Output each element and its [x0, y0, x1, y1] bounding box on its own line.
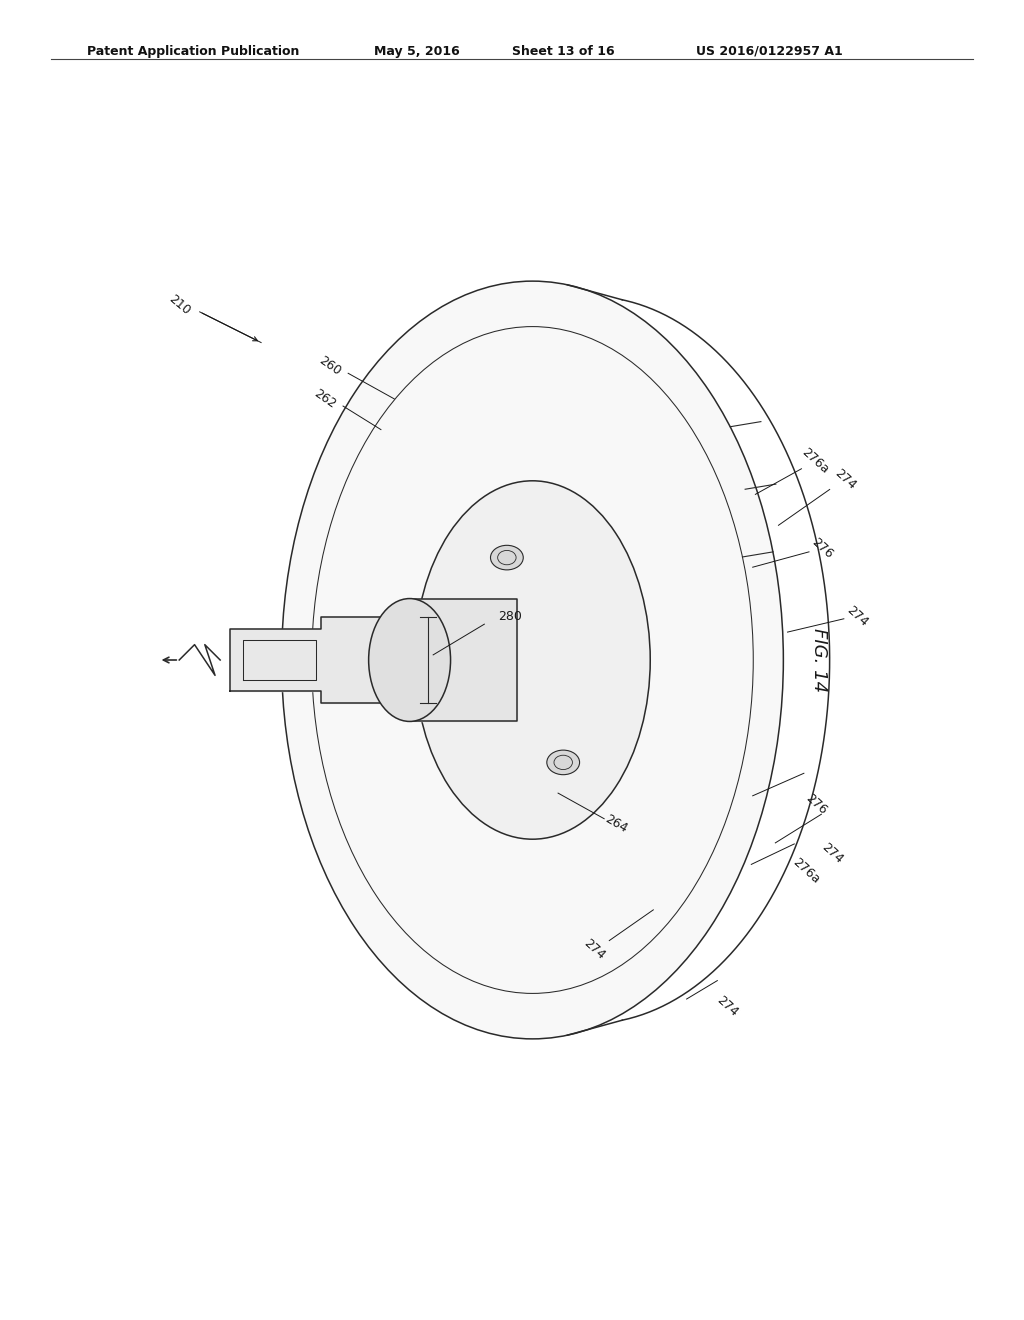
- Text: 264: 264: [603, 812, 630, 836]
- Ellipse shape: [369, 598, 451, 722]
- Text: 262: 262: [311, 387, 338, 411]
- Text: May 5, 2016: May 5, 2016: [374, 45, 460, 58]
- Text: FIG. 14: FIG. 14: [810, 628, 828, 692]
- Text: Sheet 13 of 16: Sheet 13 of 16: [512, 45, 614, 58]
- Text: 274: 274: [819, 841, 846, 866]
- Ellipse shape: [415, 480, 650, 840]
- Text: 274: 274: [581, 937, 607, 962]
- Text: US 2016/0122957 A1: US 2016/0122957 A1: [696, 45, 843, 58]
- Polygon shape: [230, 616, 420, 704]
- Text: Patent Application Publication: Patent Application Publication: [87, 45, 299, 58]
- Text: 210: 210: [166, 292, 193, 317]
- Text: 280: 280: [498, 610, 521, 623]
- Text: 276: 276: [809, 536, 836, 561]
- Text: 274: 274: [715, 994, 740, 1019]
- Polygon shape: [410, 598, 517, 722]
- Text: 276a: 276a: [799, 445, 830, 477]
- Text: 260: 260: [316, 354, 343, 379]
- Ellipse shape: [490, 545, 523, 570]
- Text: 276: 276: [803, 791, 829, 817]
- Text: 274: 274: [831, 466, 858, 492]
- Ellipse shape: [282, 281, 783, 1039]
- Text: 274: 274: [844, 605, 870, 630]
- Ellipse shape: [547, 750, 580, 775]
- Text: 276a: 276a: [791, 855, 822, 886]
